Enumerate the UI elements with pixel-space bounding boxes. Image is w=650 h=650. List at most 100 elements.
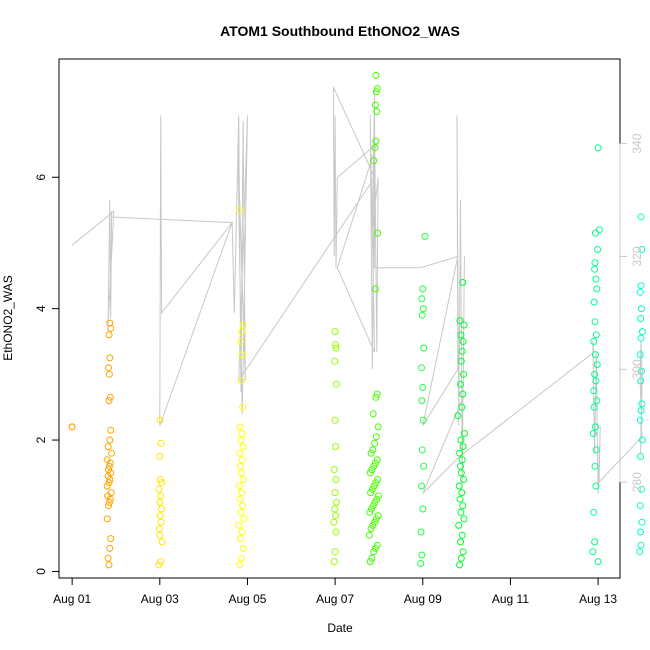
data-point <box>593 285 601 293</box>
data-point <box>589 548 597 556</box>
data-point <box>636 548 644 556</box>
x-tick-label: Aug 07 <box>316 592 354 606</box>
data-point <box>331 505 339 513</box>
data-point <box>419 305 427 313</box>
data-point <box>458 456 466 464</box>
series-1 <box>103 319 116 569</box>
data-point <box>457 462 464 470</box>
data-point <box>636 288 644 296</box>
data-point <box>372 515 380 523</box>
data-point <box>236 561 244 569</box>
data-point <box>459 443 467 451</box>
data-point <box>373 456 381 464</box>
data-point <box>592 377 600 385</box>
data-point <box>590 387 598 395</box>
series-7 <box>454 278 468 569</box>
data-point <box>105 561 113 569</box>
data-point <box>332 498 340 506</box>
data-point <box>637 453 645 460</box>
data-point <box>103 456 111 464</box>
data-point <box>107 426 115 434</box>
secondary-line-layer <box>71 86 643 494</box>
data-point <box>637 377 645 385</box>
data-point <box>105 364 112 372</box>
y2-tick-label: 320 <box>630 246 644 266</box>
data-point <box>457 380 464 388</box>
data-point <box>331 328 339 336</box>
data-point <box>237 554 245 562</box>
data-point <box>239 544 247 552</box>
data-point <box>367 525 375 533</box>
data-point <box>373 541 381 549</box>
data-point <box>637 528 645 536</box>
data-point <box>457 554 465 562</box>
series-5 <box>365 71 382 566</box>
series-8 <box>589 144 603 566</box>
data-point <box>105 331 113 339</box>
data-point <box>237 469 245 477</box>
data-point <box>236 423 244 431</box>
y2-tick-label: 300 <box>630 359 644 379</box>
data-point <box>236 495 244 503</box>
data-point <box>457 538 464 546</box>
data-point <box>374 476 382 483</box>
y-tick-label: 4 <box>34 305 48 312</box>
data-point <box>457 436 465 444</box>
data-point <box>105 502 112 510</box>
data-point <box>238 528 246 536</box>
data-point <box>637 334 645 342</box>
data-point <box>454 412 462 420</box>
data-point <box>418 397 426 405</box>
data-point <box>417 560 425 567</box>
data-point <box>456 317 464 324</box>
data-point <box>371 439 379 447</box>
data-point <box>592 351 599 359</box>
data-point <box>591 370 599 378</box>
data-point <box>156 498 164 506</box>
x-tick-label: Aug 09 <box>404 592 442 606</box>
data-point <box>592 482 600 490</box>
data-point <box>459 278 467 286</box>
data-point <box>593 361 601 368</box>
data-point <box>594 558 602 566</box>
data-point <box>236 449 244 457</box>
secondary-line <box>71 86 643 494</box>
x-tick-label: Aug 11 <box>492 592 529 606</box>
data-point <box>238 489 246 497</box>
data-point <box>239 443 247 451</box>
data-point <box>238 430 246 437</box>
data-point <box>460 370 467 378</box>
data-point <box>155 485 163 493</box>
data-point <box>591 265 599 273</box>
data-point <box>591 538 599 546</box>
data-point <box>107 535 115 543</box>
data-point <box>158 505 166 513</box>
data-point <box>331 357 339 365</box>
data-point <box>456 449 464 457</box>
data-point <box>421 232 429 240</box>
data-point <box>103 515 111 523</box>
data-point <box>238 351 246 359</box>
data-point <box>371 518 379 526</box>
data-point <box>459 338 467 345</box>
data-point <box>239 321 247 329</box>
data-point <box>418 551 426 559</box>
data-point <box>374 423 382 431</box>
data-point <box>458 489 466 497</box>
data-point <box>375 492 382 500</box>
data-point <box>155 525 163 533</box>
data-point <box>332 380 340 388</box>
data-point <box>636 502 644 510</box>
data-point <box>106 476 114 483</box>
series-9 <box>636 213 646 556</box>
data-point <box>371 144 379 152</box>
data-point <box>367 489 375 497</box>
data-point <box>418 482 425 490</box>
data-point <box>156 416 164 424</box>
data-point <box>371 285 379 293</box>
data-point <box>332 528 340 536</box>
data-point <box>372 71 380 79</box>
data-point <box>418 295 426 303</box>
data-point <box>591 259 599 267</box>
